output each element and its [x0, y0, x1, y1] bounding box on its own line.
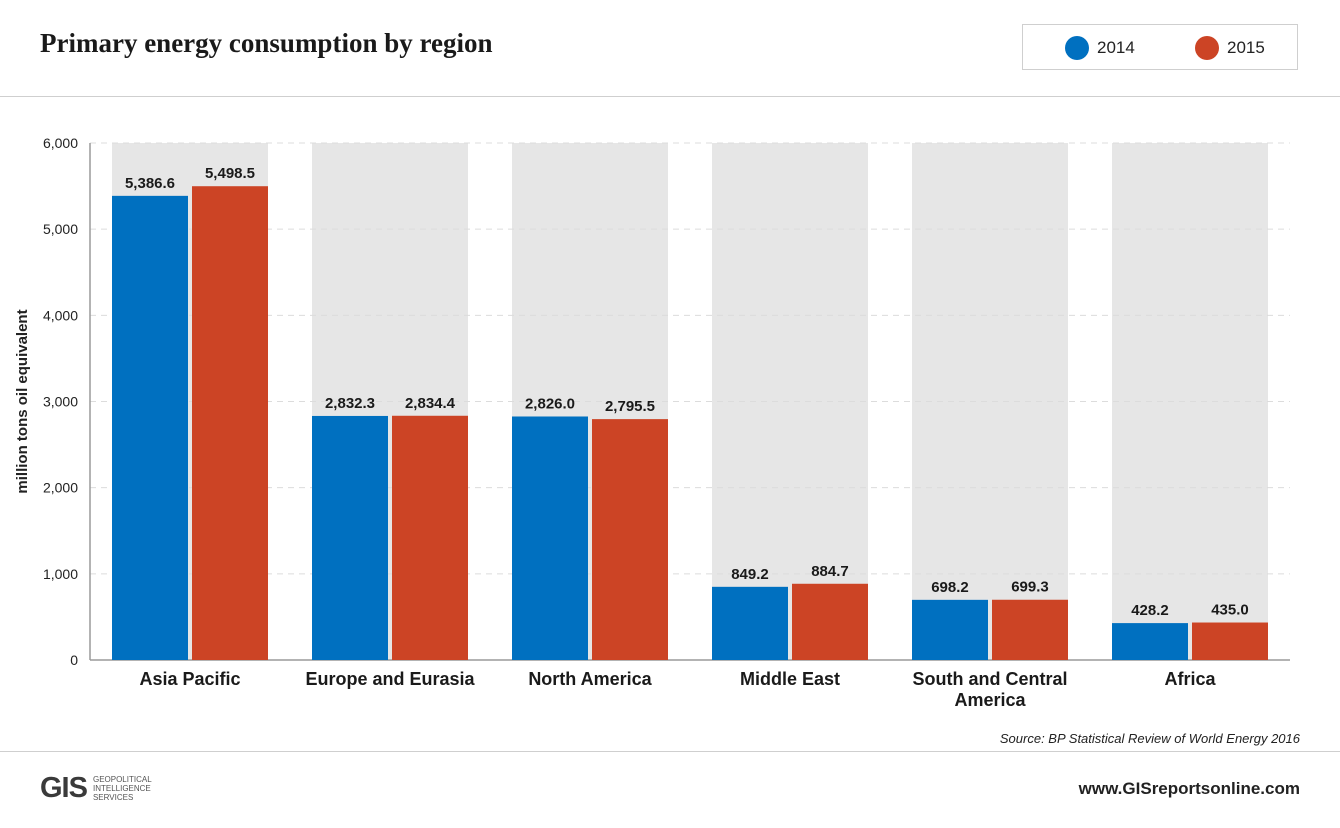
y-tick-label: 5,000 — [43, 221, 78, 237]
data-label-2014: 5,386.6 — [125, 175, 175, 192]
data-label-2014: 2,826.0 — [525, 395, 575, 412]
bar-2014 — [712, 586, 788, 660]
data-label-2015: 2,795.5 — [605, 398, 655, 415]
y-tick-label: 3,000 — [43, 394, 78, 410]
legend-swatch-2015 — [1195, 36, 1219, 60]
header-divider — [0, 96, 1340, 97]
y-axis-label: million tons oil equivalent — [14, 309, 31, 493]
logo-line-1: GEOPOLITICAL — [92, 775, 152, 784]
data-label-2015: 435.0 — [1211, 602, 1249, 619]
data-label-2015: 699.3 — [1011, 579, 1049, 596]
bar-2015 — [1192, 622, 1268, 660]
bar-2015 — [392, 415, 468, 660]
x-tick-label: South and Central America — [912, 669, 1067, 710]
y-tick-label: 0 — [70, 652, 78, 668]
legend: 2014 2015 — [1022, 24, 1298, 70]
bar-chart: 0 1,000 2,000 3,000 4,000 5,000 6,000 million t… — [14, 135, 1290, 710]
source-note: Source: BP Statistical Review of World E… — [999, 731, 1300, 746]
logo-mark: GIS — [40, 772, 88, 804]
website-link[interactable]: www.GISreportsonline.com — [1078, 779, 1300, 798]
logo-mark-text: GIS — [40, 772, 88, 804]
bar-2015 — [792, 583, 868, 660]
bar-2014 — [912, 599, 988, 660]
legend-label-2015: 2015 — [1227, 38, 1265, 57]
bar-2014 — [112, 195, 188, 661]
data-label-2014: 2,832.3 — [325, 395, 375, 412]
x-tick-label: Europe and Eurasia — [305, 669, 475, 689]
footer-divider — [0, 751, 1340, 752]
x-tick-label: North America — [528, 669, 652, 689]
bar-2015 — [592, 419, 668, 660]
data-label-2014: 849.2 — [731, 566, 769, 583]
bar-2015 — [192, 186, 268, 660]
x-tick-label: Middle East — [740, 669, 840, 689]
legend-item-2015: 2015 — [1195, 36, 1265, 60]
data-label-2014: 698.2 — [931, 579, 969, 596]
data-label-2015: 884.7 — [811, 563, 849, 580]
bar-2015 — [992, 599, 1068, 660]
logo-text: GEOPOLITICAL INTELLIGENCE SERVICES — [93, 775, 152, 802]
data-label-2015: 5,498.5 — [205, 165, 255, 182]
y-tick-label: 2,000 — [43, 480, 78, 496]
bar-2014 — [512, 416, 588, 660]
data-label-2015: 2,834.4 — [405, 395, 456, 412]
legend-swatch-2014 — [1065, 36, 1089, 60]
y-tick-label: 6,000 — [43, 135, 78, 151]
logo-line-2: INTELLIGENCE — [92, 784, 151, 793]
y-tick-label: 1,000 — [43, 566, 78, 582]
gis-logo: GIS GEOPOLITICAL INTELLIGENCE SERVICES — [40, 774, 152, 803]
legend-label-2014: 2014 — [1097, 38, 1135, 57]
chart-title: Primary energy consumption by region — [40, 28, 493, 58]
legend-item-2014: 2014 — [1065, 36, 1135, 60]
bar-2014 — [312, 415, 388, 660]
logo-line-3: SERVICES — [92, 793, 134, 802]
x-tick-label: Africa — [1164, 669, 1216, 689]
y-tick-label: 4,000 — [43, 307, 78, 323]
data-label-2014: 428.2 — [1131, 602, 1169, 619]
x-tick-label: Asia Pacific — [139, 669, 240, 689]
bar-2014 — [1112, 623, 1188, 660]
